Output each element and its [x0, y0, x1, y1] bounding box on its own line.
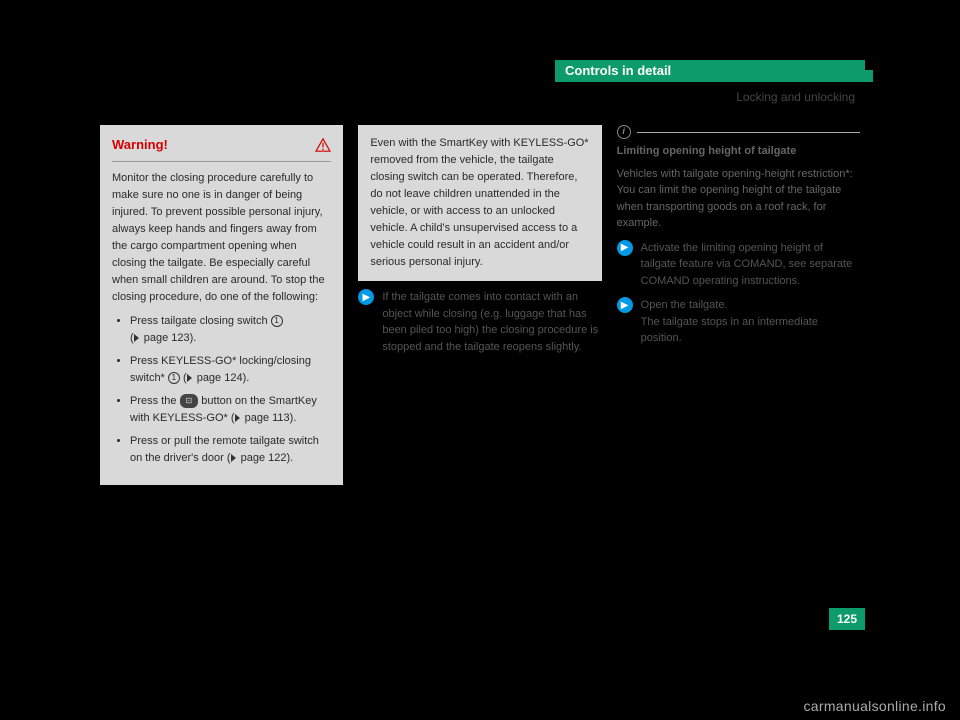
manual-page: Controls in detail Locking and unlocking… [95, 50, 865, 650]
step-text: Open the tailgate. The tailgate stops in… [641, 297, 860, 347]
warning-list: Press tailgate closing switch 1 ( page 1… [112, 313, 331, 467]
step-text: Activate the limiting opening height of … [641, 240, 860, 290]
warning-item-2: Press KEYLESS-GO* locking/closing switch… [130, 353, 331, 387]
header-notch [865, 70, 873, 82]
step-arrow-icon: ▶ [617, 297, 633, 313]
warning-item-3: Press the ⊡ button on the SmartKey with … [130, 393, 331, 427]
step-text: If the tailgate comes into contact with … [382, 289, 601, 355]
step-arrow-icon: ▶ [617, 240, 633, 256]
warning-box: Warning! Monitor the closing procedure c… [100, 125, 343, 485]
page-number: 125 [829, 608, 865, 630]
warning-title: Warning! [112, 135, 168, 155]
info-icon: i [617, 125, 631, 139]
watermark-text: carmanualsonline.info [804, 698, 947, 714]
caution-text: Even with the SmartKey with KEYLESS-GO* … [370, 137, 588, 268]
key-button-icon: ⊡ [180, 394, 199, 408]
warning-item-4: Press or pull the remote tailgate switch… [130, 433, 331, 467]
warning-item-1: Press tailgate closing switch 1 ( page 1… [130, 313, 331, 347]
info-divider: i [617, 125, 860, 139]
caution-box: Even with the SmartKey with KEYLESS-GO* … [358, 125, 601, 281]
section-title: Controls in detail [555, 60, 865, 81]
warning-body: Monitor the closing procedure carefully … [112, 170, 331, 467]
column-3: i Limiting opening height of tailgate Ve… [617, 125, 860, 485]
subsection-heading: Limiting opening height of tailgate [617, 143, 860, 160]
subsection-intro: Vehicles with tailgate opening-height re… [617, 166, 860, 232]
step-bullet: ▶ If the tailgate comes into contact wit… [358, 289, 601, 355]
section-header-bar: Controls in detail [555, 60, 865, 82]
page-ref-icon [235, 414, 240, 422]
circled-number-icon: 1 [271, 315, 283, 327]
column-1: Warning! Monitor the closing procedure c… [100, 125, 343, 485]
section-subtitle: Locking and unlocking [736, 90, 855, 104]
step-bullet: ▶ Open the tailgate. The tailgate stops … [617, 297, 860, 347]
warning-text: Monitor the closing procedure carefully … [112, 170, 331, 306]
step-bullet: ▶ Activate the limiting opening height o… [617, 240, 860, 290]
circled-number-icon: 1 [168, 372, 180, 384]
page-ref-icon [134, 334, 139, 342]
page-ref-icon [231, 454, 236, 462]
warning-header: Warning! [112, 135, 331, 162]
warning-triangle-icon [315, 138, 331, 152]
divider-line [637, 132, 860, 133]
step-arrow-icon: ▶ [358, 289, 374, 305]
column-2: Even with the SmartKey with KEYLESS-GO* … [358, 125, 601, 485]
content-columns: Warning! Monitor the closing procedure c… [100, 125, 860, 485]
page-ref-icon [187, 374, 192, 382]
